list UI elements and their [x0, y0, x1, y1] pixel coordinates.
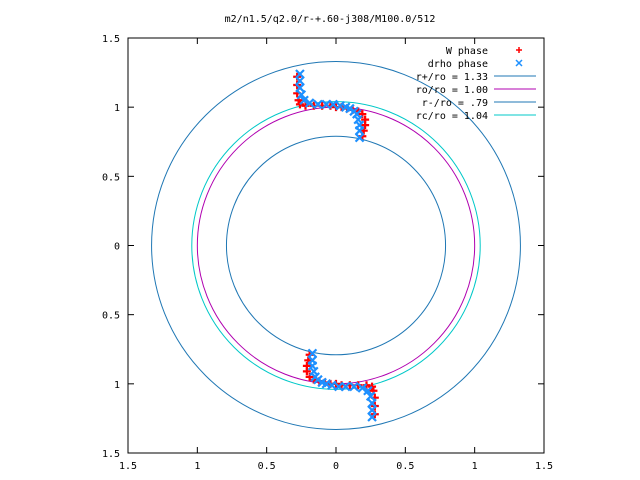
point-drho-phase-6	[313, 99, 323, 110]
point-drho-phase-26	[327, 380, 337, 390]
point-drho-phase-34	[367, 405, 377, 415]
y-tick-label: 0	[114, 242, 120, 253]
data-points	[293, 69, 379, 422]
legend-label: rc/ro = 1.04	[416, 111, 488, 122]
y-tick-label: 1	[114, 380, 120, 391]
point-drho-phase-27	[333, 381, 344, 392]
point-drho-phase-7	[321, 99, 332, 110]
point-drho-phase-8	[328, 99, 339, 110]
legend-label: r+/ro = 1.33	[416, 72, 488, 83]
point-W-phase-33	[368, 382, 377, 391]
point-drho-phase-30	[357, 383, 368, 393]
y-tick-label: 1.5	[102, 449, 120, 460]
circle-2	[225, 135, 447, 356]
legend-label: ro/ro = 1.00	[416, 85, 488, 96]
circle-0	[151, 61, 521, 430]
point-drho-phase-1	[295, 76, 305, 86]
point-drho-phase-29	[349, 381, 359, 392]
x-tick-label: 0.5	[258, 461, 276, 472]
point-drho-phase-2	[295, 83, 305, 93]
point-drho-phase-28	[340, 381, 351, 392]
y-tick-label: 0.5	[102, 311, 120, 322]
x-tick-label: 0	[333, 461, 339, 472]
legend-label: W phase	[446, 46, 488, 57]
point-drho-phase-31	[363, 385, 373, 396]
x-tick-label: 1.5	[119, 461, 137, 472]
point-drho-phase-0	[295, 69, 305, 79]
y-tick-label: 1	[114, 103, 120, 114]
x-tick-label: 1.5	[535, 461, 553, 472]
point-W-phase-16	[361, 121, 370, 130]
chart-title: m2/n1.5/q2.0/r-+.60-j308/M100.0/512	[225, 14, 436, 25]
legend-label: r-/ro = .79	[422, 98, 488, 109]
point-W-phase-22	[302, 367, 311, 376]
legend-label: drho phase	[428, 59, 488, 70]
y-tick-label: 1.5	[102, 34, 120, 45]
circle-1	[196, 106, 476, 385]
point-drho-phase-4	[299, 95, 309, 106]
x-tick-label: 0.5	[396, 461, 414, 472]
x-tick-label: 1	[472, 461, 478, 472]
legend-marker-x	[515, 59, 523, 67]
point-drho-phase-5	[304, 98, 315, 108]
point-drho-phase-17	[354, 132, 365, 143]
circle-3	[191, 101, 481, 390]
point-W-phase-4	[295, 100, 304, 109]
point-drho-phase-3	[296, 89, 307, 100]
point-drho-phase-33	[367, 398, 377, 408]
axis-ticks: 1.5 1 0.5 0 0.5 1 1.51.510.500.511.5	[102, 34, 553, 472]
point-drho-phase-16	[354, 125, 365, 136]
legend: W phase drho phase r+/ro = 1.33 ro/ro = 1.0…	[416, 46, 536, 122]
x-tick-label: 1	[194, 461, 200, 472]
legend-marker-plus	[516, 47, 522, 53]
y-tick-label: 0.5	[102, 172, 120, 183]
point-drho-phase-35	[367, 412, 377, 422]
point-drho-phase-18	[307, 348, 318, 359]
point-drho-phase-32	[365, 391, 376, 402]
